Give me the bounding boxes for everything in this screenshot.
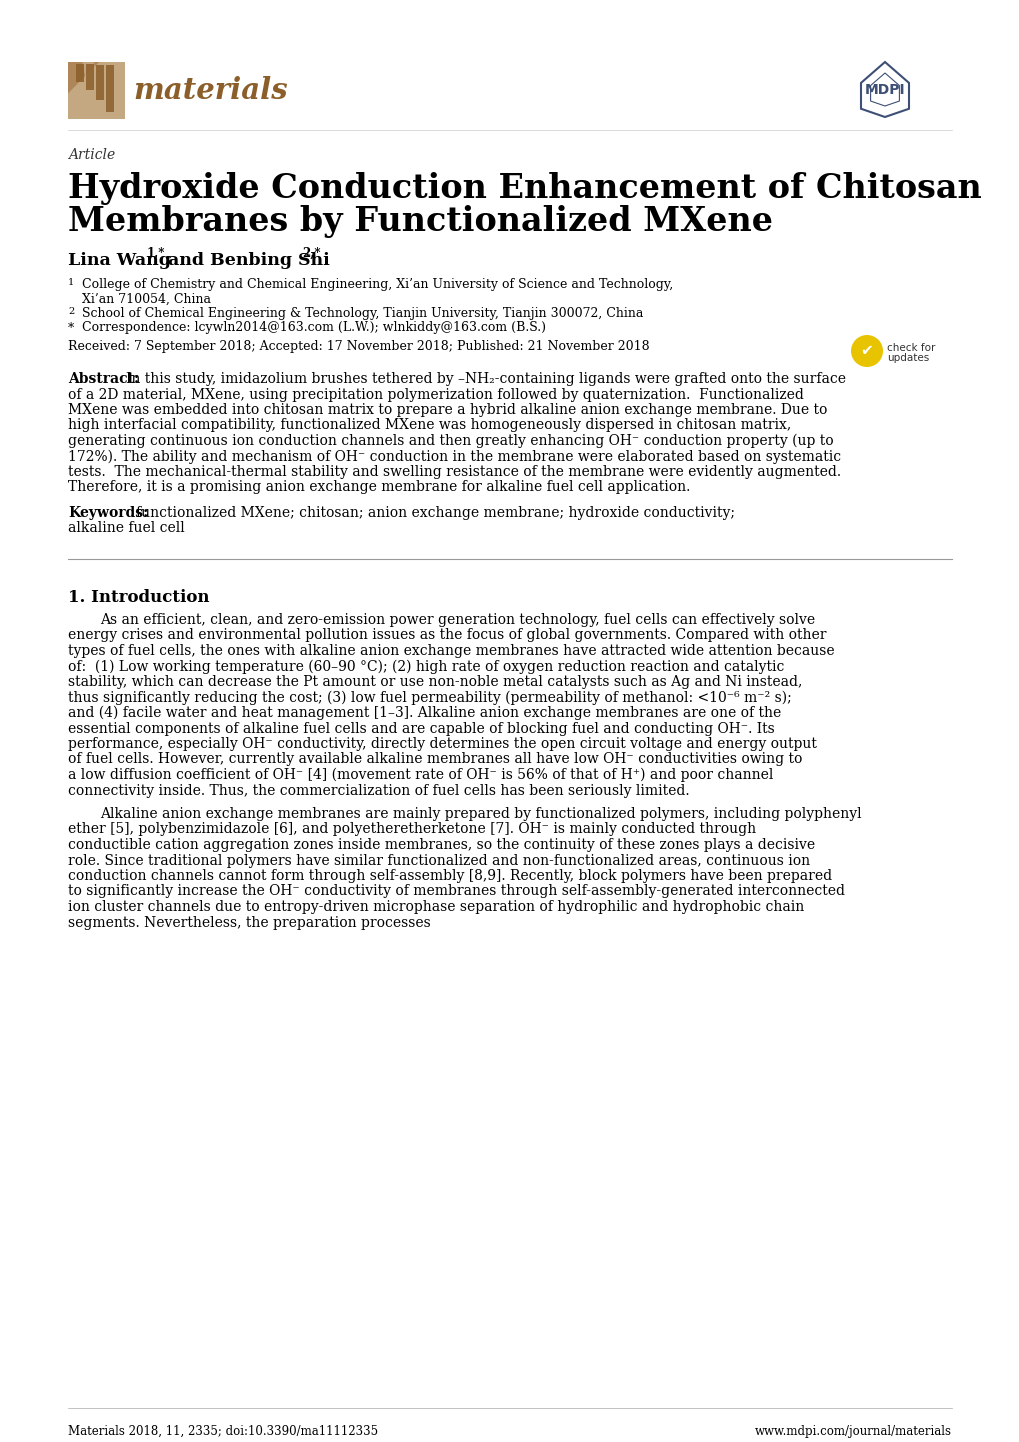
Text: stability, which can decrease the Pt amount or use non-noble metal catalysts suc: stability, which can decrease the Pt amo… [68,675,802,689]
Polygon shape [68,62,99,94]
Text: Materials 2018, 11, 2335; doi:10.3390/ma11112335: Materials 2018, 11, 2335; doi:10.3390/ma… [68,1425,378,1438]
Text: of fuel cells. However, currently available alkaline membranes all have low OH⁻ : of fuel cells. However, currently availa… [68,753,802,767]
Text: In this study, imidazolium brushes tethered by –NH₂-containing ligands were graf: In this study, imidazolium brushes tethe… [126,372,845,386]
Text: energy crises and environmental pollution issues as the focus of global governme: energy crises and environmental pollutio… [68,629,825,643]
Text: conduction channels cannot form through self-assembly [8,9]. Recently, block pol: conduction channels cannot form through … [68,870,832,883]
Text: 1: 1 [68,278,74,287]
Text: Xi’an 710054, China: Xi’an 710054, China [82,293,211,306]
Bar [96,65,104,99]
Text: check for: check for [887,343,934,353]
Text: 2: 2 [68,307,74,316]
Text: performance, especially OH⁻ conductivity, directly determines the open circuit v: performance, especially OH⁻ conductivity… [68,737,816,751]
Text: alkaline fuel cell: alkaline fuel cell [68,522,184,535]
Text: functionalized MXene; chitosan; anion exchange membrane; hydroxide conductivity;: functionalized MXene; chitosan; anion ex… [136,506,735,521]
Text: updates: updates [887,353,928,363]
Text: a low diffusion coefficient of OH⁻ [4] (movement rate of OH⁻ is 56% of that of H: a low diffusion coefficient of OH⁻ [4] (… [68,769,772,783]
Text: high interfacial compatibility, functionalized MXene was homogeneously dispersed: high interfacial compatibility, function… [68,418,791,433]
Text: to significantly increase the OH⁻ conductivity of membranes through self-assembl: to significantly increase the OH⁻ conduc… [68,884,844,898]
Text: generating continuous ion conduction channels and then greatly enhancing OH⁻ con: generating continuous ion conduction cha… [68,434,833,448]
Text: segments. Nevertheless, the preparation processes: segments. Nevertheless, the preparation … [68,916,430,930]
Text: 2,*: 2,* [302,247,320,260]
Polygon shape [83,62,105,120]
Bar [106,65,114,112]
Text: Keywords:: Keywords: [68,506,148,521]
Text: As an efficient, clean, and zero-emission power generation technology, fuel cell: As an efficient, clean, and zero-emissio… [100,613,814,627]
Text: materials: materials [132,76,287,105]
Text: 172%). The ability and mechanism of OH⁻ conduction in the membrane were elaborat: 172%). The ability and mechanism of OH⁻ … [68,450,841,464]
Text: www.mdpi.com/journal/materials: www.mdpi.com/journal/materials [754,1425,951,1438]
Text: *: * [68,322,74,335]
Text: ✔: ✔ [860,343,872,359]
Text: ion cluster channels due to entropy-driven microphase separation of hydrophilic : ion cluster channels due to entropy-driv… [68,900,803,914]
Text: Lina Wang: Lina Wang [68,252,171,270]
Text: School of Chemical Engineering & Technology, Tianjin University, Tianjin 300072,: School of Chemical Engineering & Technol… [82,307,643,320]
Text: Article: Article [68,149,115,162]
Text: tests.  The mechanical-thermal stability and swelling resistance of the membrane: tests. The mechanical-thermal stability … [68,464,841,479]
Text: thus significantly reducing the cost; (3) low fuel permeability (permeability of: thus significantly reducing the cost; (3… [68,691,791,705]
Circle shape [850,335,882,368]
Text: and Benbing Shi: and Benbing Shi [162,252,329,270]
Text: 1. Introduction: 1. Introduction [68,588,209,606]
Text: Abstract:: Abstract: [68,372,139,386]
Text: Therefore, it is a promising anion exchange membrane for alkaline fuel cell appl: Therefore, it is a promising anion excha… [68,480,690,495]
Bar [68,62,125,120]
Text: College of Chemistry and Chemical Engineering, Xi’an University of Science and T: College of Chemistry and Chemical Engine… [82,278,673,291]
Text: essential components of alkaline fuel cells and are capable of blocking fuel and: essential components of alkaline fuel ce… [68,721,774,735]
Bar [76,63,84,82]
Text: conductible cation aggregation zones inside membranes, so the continuity of thes: conductible cation aggregation zones ins… [68,838,814,852]
Text: Membranes by Functionalized MXene: Membranes by Functionalized MXene [68,205,772,238]
Text: Alkaline anion exchange membranes are mainly prepared by functionalized polymers: Alkaline anion exchange membranes are ma… [100,808,861,820]
Text: MXene was embedded into chitosan matrix to prepare a hybrid alkaline anion excha: MXene was embedded into chitosan matrix … [68,402,826,417]
Text: of:  (1) Low working temperature (60–90 °C); (2) high rate of oxygen reduction r: of: (1) Low working temperature (60–90 °… [68,659,784,673]
Text: role. Since traditional polymers have similar functionalized and non-functionali: role. Since traditional polymers have si… [68,854,809,868]
Text: types of fuel cells, the ones with alkaline anion exchange membranes have attrac: types of fuel cells, the ones with alkal… [68,645,834,658]
Text: ether [5], polybenzimidazole [6], and polyetheretherketone [7]. OH⁻ is mainly co: ether [5], polybenzimidazole [6], and po… [68,822,755,836]
Text: 1,*: 1,* [147,247,165,260]
Text: Received: 7 September 2018; Accepted: 17 November 2018; Published: 21 November 2: Received: 7 September 2018; Accepted: 17… [68,340,649,353]
Text: Hydroxide Conduction Enhancement of Chitosan: Hydroxide Conduction Enhancement of Chit… [68,172,981,205]
Text: of a 2D material, MXene, using precipitation polymerization followed by quaterni: of a 2D material, MXene, using precipita… [68,388,803,401]
Text: Correspondence: lcywln2014@163.com (L.W.); wlnkiddy@163.com (B.S.): Correspondence: lcywln2014@163.com (L.W.… [82,322,545,335]
Text: and (4) facile water and heat management [1–3]. Alkaline anion exchange membrane: and (4) facile water and heat management… [68,707,781,721]
Text: MDPI: MDPI [864,82,905,97]
Bar [86,63,94,89]
Text: connectivity inside. Thus, the commercialization of fuel cells has been seriousl: connectivity inside. Thus, the commercia… [68,783,689,797]
